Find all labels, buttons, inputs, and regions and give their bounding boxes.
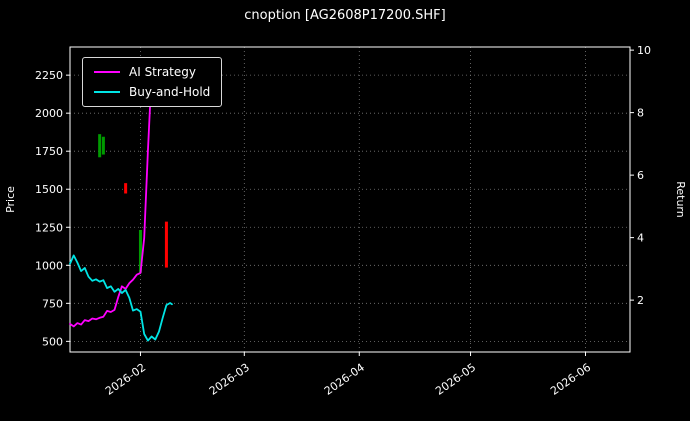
tick-label-x: 2026-05 [433, 361, 478, 398]
tick-label-left: 1500 [35, 183, 63, 196]
tick-label-left: 1750 [35, 145, 63, 158]
tick-label-x: 2026-06 [548, 361, 593, 398]
tick-label-left: 1000 [35, 259, 63, 272]
legend: AI Strategy Buy-and-Hold [82, 57, 223, 107]
legend-label: AI Strategy [129, 65, 196, 79]
tick-label-left: 1250 [35, 221, 63, 234]
candle [98, 134, 102, 158]
legend-swatch [94, 91, 120, 93]
tick-label-left: 2250 [35, 69, 63, 82]
legend-item: Buy-and-Hold [94, 86, 210, 98]
legend-item: AI Strategy [94, 66, 210, 78]
tick-label-right: 8 [637, 107, 644, 120]
tick-label-left: 2000 [35, 107, 63, 120]
tick-label-right: 10 [637, 44, 651, 57]
legend-swatch [94, 71, 120, 73]
y-axis-label-right: Return [674, 181, 687, 218]
legend-label: Buy-and-Hold [129, 85, 211, 99]
tick-label-x: 2026-02 [103, 361, 148, 398]
tick-label-x: 2026-04 [322, 361, 367, 398]
y-axis-label-left: Price [4, 186, 17, 213]
tick-label-right: 4 [637, 232, 644, 245]
chart-title: cnoption [AG2608P17200.SHF] [244, 8, 446, 23]
series-buy-and-hold [69, 254, 173, 342]
candle [138, 230, 142, 273]
tick-label-left: 500 [42, 335, 63, 348]
candle [164, 221, 168, 268]
tick-label-right: 2 [637, 294, 644, 307]
candle [124, 183, 128, 194]
tick-label-right: 6 [637, 169, 644, 182]
series-ai-strategy [69, 62, 160, 328]
candle [101, 136, 105, 155]
tick-label-left: 750 [42, 297, 63, 310]
tick-label-x: 2026-03 [207, 361, 252, 398]
plot-border [69, 46, 631, 353]
